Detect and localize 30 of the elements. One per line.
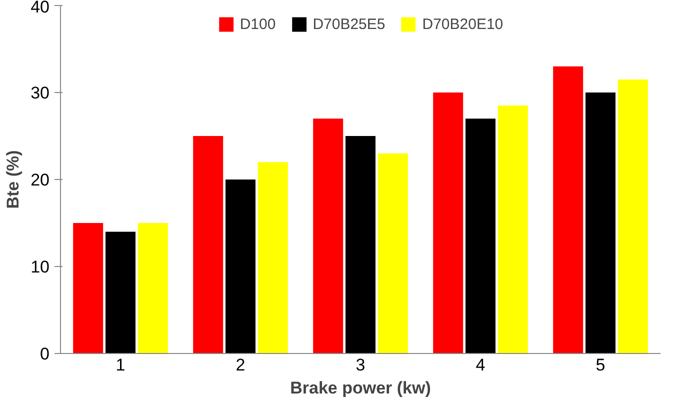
bar [226,180,256,354]
bar [313,118,344,354]
bar [618,79,648,354]
x-tick-label: 3 [356,356,366,374]
bar [106,232,136,354]
bar [586,92,616,354]
bar [346,136,376,354]
y-tick-label: 40 [30,0,50,16]
y-tick-label: 0 [40,344,50,364]
y-tick-label: 10 [30,258,50,276]
bar [378,153,408,354]
bar [73,223,104,354]
legend-label: D100 [240,16,276,32]
y-tick-label: 20 [30,170,50,190]
x-tick-label: 5 [596,356,606,374]
x-tick-label: 2 [236,356,246,374]
bar [138,223,168,354]
x-tick-label: 4 [476,356,486,374]
bar [498,106,528,354]
y-axis-title: Bte (%) [4,150,23,209]
bar [466,118,496,354]
legend-label: D70B25E5 [312,16,386,32]
bar [553,66,584,354]
legend-label: D70B20E10 [422,16,504,32]
y-tick-label: 30 [30,84,50,102]
bar [258,162,288,354]
bar [193,136,224,354]
x-axis-title: Brake power (kw) [290,378,431,398]
x-tick-label: 1 [116,356,126,374]
bar [433,92,464,354]
